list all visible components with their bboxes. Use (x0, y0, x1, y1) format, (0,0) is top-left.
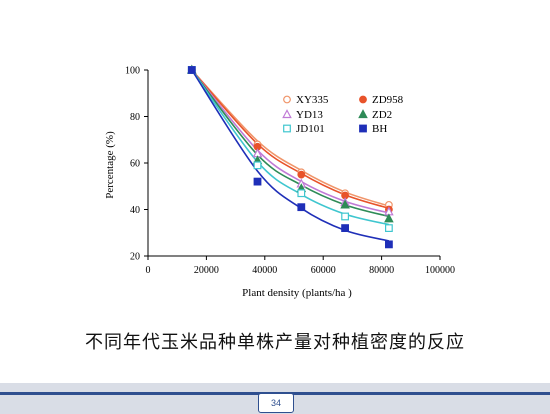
legend-label-bh: BH (372, 123, 387, 135)
page-number: 34 (258, 393, 294, 413)
data-point-zd2 (384, 213, 394, 223)
data-point-bh (187, 66, 196, 74)
x-tick-label: 100000 (425, 265, 455, 276)
x-tick-label: 40000 (252, 265, 277, 276)
data-point-bh (385, 240, 393, 249)
data-point-bh (297, 203, 306, 212)
data-point-bh (253, 177, 262, 186)
data-point-jd101 (297, 189, 306, 198)
fit-curve-yd13 (191, 69, 390, 214)
y-tick-label: 20 (130, 252, 140, 263)
y-tick-label: 40 (130, 205, 140, 216)
legend-label-yd13: YD13 (296, 109, 323, 121)
data-point-zd2 (340, 199, 350, 209)
y-tick-label: 80 (130, 112, 140, 123)
legend-marker-zd958 (359, 95, 367, 104)
slide-caption: 不同年代玉米品种单株产量对种植密度的反应 (85, 332, 465, 353)
y-tick-label: 60 (130, 159, 140, 170)
legend-marker-yd13 (282, 109, 292, 119)
data-point-jd101 (341, 212, 349, 221)
y-tick-label: 100 (125, 66, 140, 77)
fit-curve-xy335 (191, 69, 390, 207)
legend: XY335 ZD958 YD13 ZD2 JD101 BH (282, 94, 404, 135)
fit-curve-zd2 (191, 69, 390, 218)
legend-label-zd2: ZD2 (372, 109, 392, 121)
data-points (186, 64, 394, 249)
legend-marker-bh (359, 124, 367, 133)
x-tick-label: 60000 (311, 265, 336, 276)
x-tick-label: 80000 (369, 265, 394, 276)
y-axis-label: Percentage (%) (104, 131, 116, 199)
legend-label-zd958: ZD958 (372, 94, 404, 106)
legend-marker-jd101 (283, 124, 291, 133)
data-point-jd101 (385, 224, 393, 233)
fit-curves (191, 69, 390, 242)
chart-ticks: 0 20000 40000 60000 80000 100000 20 40 60 80 100 (125, 66, 455, 277)
legend-label-jd101: JD101 (296, 123, 325, 135)
data-point-zd958 (297, 170, 306, 179)
data-point-jd101 (253, 161, 262, 170)
data-point-bh (341, 224, 349, 233)
legend-marker-xy335 (283, 95, 291, 104)
legend-marker-zd2 (358, 109, 368, 119)
fit-curve-bh (191, 69, 390, 242)
x-axis-label: Plant density (plants/ha ) (242, 287, 352, 299)
x-tick-label: 0 (146, 265, 151, 276)
x-tick-label: 20000 (194, 265, 219, 276)
legend-label-xy335: XY335 (296, 94, 329, 106)
